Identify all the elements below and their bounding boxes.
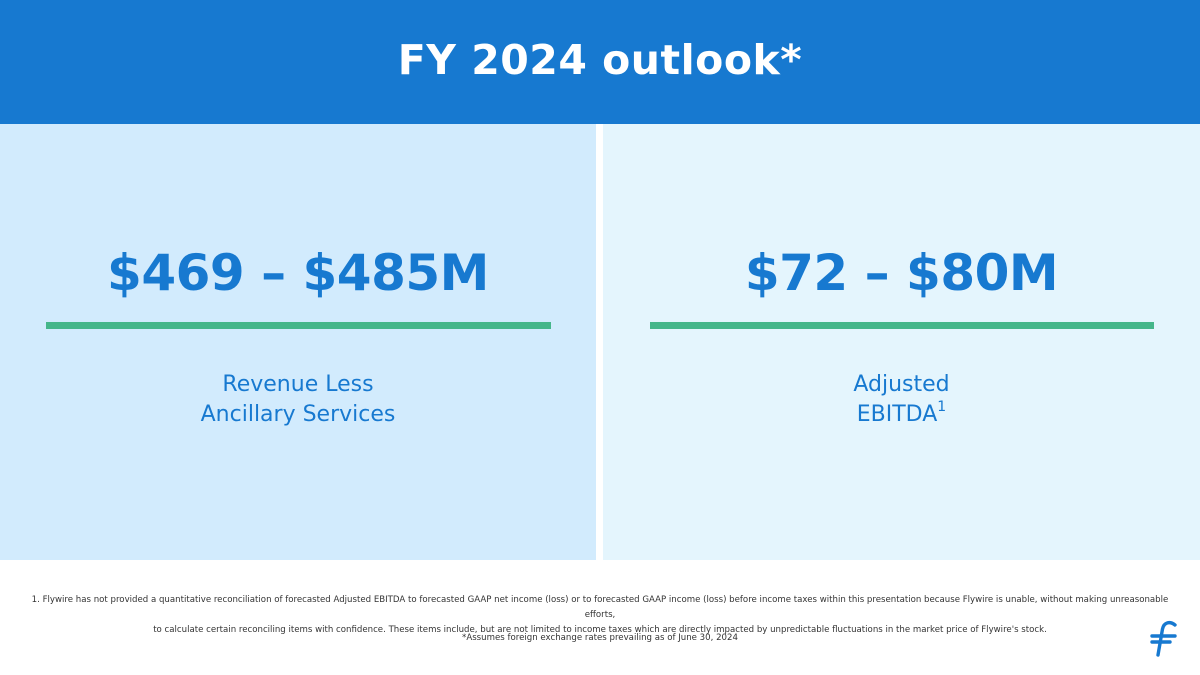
revenue-label-line2: Ancillary Services (200, 402, 396, 427)
footnote-1: 1. Flywire has not provided a quantitati… (20, 593, 1180, 638)
revenue-outlook-label: Revenue Less Ancillary Services (0, 370, 596, 430)
ebitda-label-line2: EBITDA (856, 402, 938, 427)
ebitda-panel: $72 – $80M Adjusted EBITDA1 (603, 124, 1200, 560)
slide-title: FY 2024 outlook* (397, 36, 803, 84)
ebitda-divider (650, 322, 1154, 329)
ebitda-outlook-label: Adjusted EBITDA1 (603, 370, 1200, 430)
slide-header: FY 2024 outlook* (0, 0, 1200, 124)
footnote-1-line2: to calculate certain reconciling items w… (153, 625, 1047, 635)
footnote-1-line1: 1. Flywire has not provided a quantitati… (31, 595, 1169, 620)
revenue-outlook-value: $469 – $485M (107, 244, 489, 302)
flywire-logo-icon (1150, 620, 1177, 657)
revenue-divider (46, 322, 551, 329)
ebitda-label-line2-wrap: EBITDA1 (603, 400, 1200, 430)
revenue-label-line1: Revenue Less (222, 372, 374, 397)
ebitda-outlook-value: $72 – $80M (744, 244, 1059, 302)
footnote-ref-1: 1 (937, 399, 947, 415)
ebitda-label-line1: Adjusted (853, 372, 950, 397)
revenue-panel: $469 – $485M Revenue Less Ancillary Serv… (0, 124, 596, 560)
fx-assumption-note: *Assumes foreign exchange rates prevaili… (462, 633, 738, 643)
